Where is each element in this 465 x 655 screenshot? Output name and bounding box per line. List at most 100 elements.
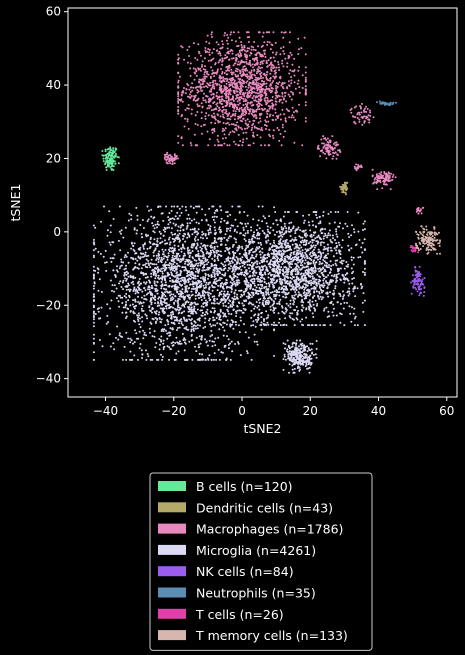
data-point bbox=[222, 292, 225, 295]
data-point bbox=[190, 271, 193, 274]
data-point bbox=[149, 281, 152, 284]
data-point bbox=[218, 271, 221, 274]
data-point bbox=[271, 51, 274, 54]
data-point bbox=[284, 91, 286, 94]
data-point bbox=[97, 310, 100, 313]
data-point bbox=[162, 342, 165, 345]
data-point bbox=[280, 252, 283, 255]
data-point bbox=[253, 115, 256, 118]
data-point bbox=[222, 108, 225, 111]
data-point bbox=[272, 75, 275, 78]
data-point bbox=[206, 107, 209, 110]
data-point bbox=[152, 217, 155, 219]
data-point bbox=[250, 112, 253, 115]
data-point bbox=[265, 62, 268, 65]
data-point bbox=[180, 295, 183, 298]
data-point bbox=[207, 101, 210, 104]
data-point bbox=[187, 104, 190, 106]
data-point bbox=[294, 232, 297, 235]
data-point bbox=[169, 221, 172, 224]
data-point bbox=[106, 303, 109, 306]
data-point bbox=[243, 323, 245, 326]
data-point bbox=[166, 272, 169, 275]
data-point bbox=[214, 82, 217, 85]
data-point bbox=[190, 260, 193, 263]
data-point bbox=[177, 234, 180, 237]
data-point bbox=[190, 306, 193, 309]
data-point bbox=[197, 250, 200, 253]
data-point bbox=[202, 257, 205, 260]
data-point bbox=[303, 36, 306, 39]
data-point bbox=[102, 255, 105, 258]
data-point bbox=[335, 144, 338, 147]
data-point bbox=[177, 110, 180, 113]
data-point bbox=[151, 358, 154, 361]
data-point bbox=[271, 99, 273, 102]
data-point bbox=[220, 76, 222, 79]
data-point bbox=[250, 229, 253, 232]
data-point bbox=[222, 76, 225, 79]
data-point bbox=[385, 175, 388, 178]
data-point bbox=[172, 275, 175, 277]
data-point bbox=[255, 318, 257, 321]
data-point bbox=[234, 124, 237, 127]
data-point bbox=[240, 106, 243, 109]
data-point bbox=[240, 309, 243, 312]
data-point bbox=[207, 231, 210, 234]
data-point bbox=[202, 97, 205, 99]
data-point bbox=[156, 220, 159, 223]
data-point bbox=[150, 284, 153, 287]
data-point bbox=[420, 208, 422, 211]
data-point bbox=[165, 297, 168, 300]
data-point bbox=[355, 163, 358, 166]
data-point bbox=[304, 229, 307, 232]
data-point bbox=[254, 99, 257, 102]
data-point bbox=[206, 82, 209, 85]
data-point bbox=[190, 86, 193, 89]
data-point bbox=[103, 205, 105, 208]
data-point bbox=[260, 75, 262, 78]
data-point bbox=[178, 75, 181, 78]
data-point bbox=[189, 142, 192, 144]
data-point bbox=[136, 358, 139, 361]
data-point bbox=[243, 61, 246, 64]
data-point bbox=[365, 117, 368, 120]
data-point bbox=[357, 111, 360, 114]
data-point bbox=[249, 283, 252, 286]
data-point bbox=[172, 306, 175, 309]
data-point bbox=[159, 241, 162, 244]
data-point bbox=[178, 98, 181, 101]
data-point bbox=[183, 58, 186, 61]
data-point bbox=[220, 277, 223, 280]
data-point bbox=[345, 272, 348, 275]
data-point bbox=[204, 75, 207, 78]
data-point bbox=[197, 285, 200, 288]
data-point bbox=[211, 289, 214, 292]
data-point bbox=[233, 258, 236, 261]
data-point bbox=[244, 103, 247, 106]
data-point bbox=[175, 318, 178, 321]
data-point bbox=[239, 52, 242, 55]
data-point bbox=[194, 239, 197, 242]
data-point bbox=[248, 61, 251, 64]
data-point bbox=[220, 243, 223, 246]
data-point bbox=[363, 120, 366, 123]
data-point bbox=[276, 96, 279, 99]
data-point bbox=[133, 288, 136, 291]
data-point bbox=[154, 289, 157, 292]
data-point bbox=[190, 312, 193, 315]
data-point bbox=[194, 345, 196, 348]
data-point bbox=[242, 97, 245, 100]
data-point bbox=[210, 311, 213, 314]
data-point bbox=[299, 236, 302, 239]
data-point bbox=[229, 103, 232, 106]
data-point bbox=[242, 117, 245, 120]
data-point bbox=[362, 109, 365, 112]
data-point bbox=[158, 311, 161, 314]
data-point bbox=[104, 261, 106, 264]
data-point bbox=[167, 248, 170, 251]
data-point bbox=[220, 209, 223, 212]
data-point bbox=[200, 219, 203, 222]
data-point bbox=[360, 111, 363, 114]
data-point bbox=[283, 82, 286, 84]
